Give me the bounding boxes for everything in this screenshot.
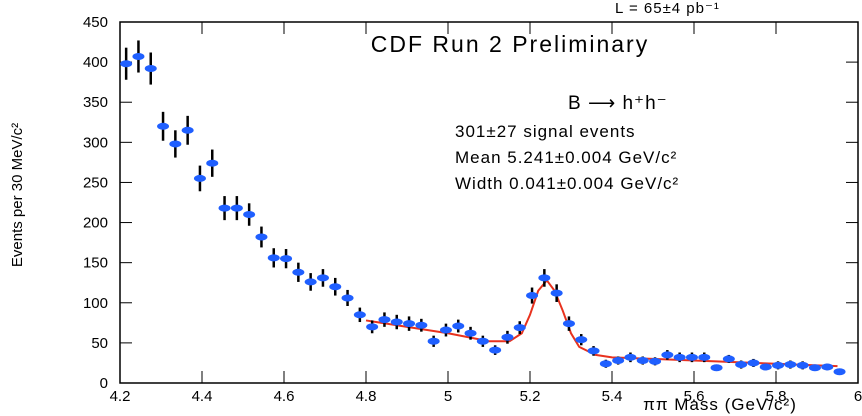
data-point (169, 140, 182, 148)
y-tick-label: 400 (83, 54, 108, 71)
y-tick-label: 350 (83, 94, 108, 111)
data-point (390, 318, 403, 326)
y-tick-label: 100 (83, 295, 108, 312)
data-point (612, 357, 625, 365)
data-point (415, 321, 428, 329)
data-point (255, 233, 268, 241)
data-point (808, 364, 821, 372)
annotation: B ⟶ h⁺h⁻ (568, 93, 668, 114)
data-point (193, 174, 206, 182)
data-point (685, 353, 698, 361)
x-tick-label: 5.2 (520, 388, 541, 405)
data-point (747, 359, 760, 367)
y-tick-label: 150 (83, 255, 108, 272)
data-point (599, 360, 612, 368)
data-point (661, 351, 674, 359)
data-point (710, 364, 723, 372)
annotation: Mean 5.241±0.004 GeV/c² (455, 148, 677, 167)
plot-frame (119, 21, 859, 384)
annotation: Width 0.041±0.004 GeV/c² (455, 174, 679, 193)
data-point (526, 292, 539, 300)
x-tick-label: 5.8 (766, 388, 787, 405)
y-tick-label: 450 (83, 14, 108, 31)
data-point (784, 361, 797, 369)
y-tick-label: 250 (83, 174, 108, 191)
y-axis-label: Events per 30 MeV/c² (9, 123, 26, 267)
x-tick-label: 5.6 (684, 388, 705, 405)
data-point (722, 355, 735, 363)
x-tick-label: 5.4 (602, 388, 623, 405)
data-point (575, 336, 588, 344)
data-point (464, 329, 477, 337)
data-point (476, 337, 489, 345)
data-point (341, 294, 354, 302)
data-point (550, 289, 563, 297)
data-point (698, 353, 711, 361)
x-tick-label: 4.6 (274, 388, 295, 405)
x-axis-label: ππ Mass (GeV/c²) (643, 395, 797, 414)
x-tick-label: 4.2 (110, 388, 131, 405)
data-point (735, 361, 748, 369)
data-point (759, 363, 772, 371)
data-point (132, 52, 145, 60)
data-point (206, 159, 219, 167)
data-point (772, 361, 785, 369)
data-point (562, 320, 575, 328)
data-point (378, 316, 391, 324)
data-point (501, 333, 514, 341)
data-point (353, 311, 366, 319)
data-point (821, 363, 834, 371)
y-tick-label: 0 (100, 375, 108, 392)
y-tick-label: 300 (83, 134, 108, 151)
data-point (673, 353, 686, 361)
data-point (366, 323, 379, 331)
data-point (267, 254, 280, 262)
data-point (427, 337, 440, 345)
data-point (316, 274, 329, 282)
data-point (649, 357, 662, 365)
data-point (403, 320, 416, 328)
data-point (218, 204, 231, 212)
data-point (538, 274, 551, 282)
data-point (144, 65, 157, 73)
data-point (243, 211, 256, 219)
data-point (304, 278, 317, 286)
data-point (439, 326, 452, 334)
chart-title: CDF Run 2 Preliminary (371, 31, 649, 57)
annotation: 301±27 signal events (455, 122, 636, 141)
x-tick-label: 5 (444, 388, 452, 405)
data-point (292, 268, 305, 276)
data-point (489, 346, 502, 354)
data-point (833, 368, 846, 376)
y-tick-label: 200 (83, 215, 108, 232)
data-point (230, 204, 243, 212)
data-point (329, 283, 342, 291)
data-point (587, 347, 600, 355)
data-point (796, 361, 809, 369)
fit-line (365, 278, 838, 368)
data-point (452, 322, 465, 330)
data-point (624, 353, 637, 361)
data-point (280, 255, 293, 263)
x-tick-label: 6 (854, 388, 862, 405)
luminosity: L = 65±4 pb⁻¹ (615, 0, 720, 17)
data-point (636, 357, 649, 365)
data-point (120, 60, 133, 68)
x-tick-label: 4.8 (356, 388, 377, 405)
data-point (181, 126, 194, 134)
data-point (513, 324, 526, 332)
data-point (157, 122, 170, 130)
x-tick-label: 4.4 (192, 388, 213, 405)
y-tick-label: 50 (91, 335, 108, 352)
